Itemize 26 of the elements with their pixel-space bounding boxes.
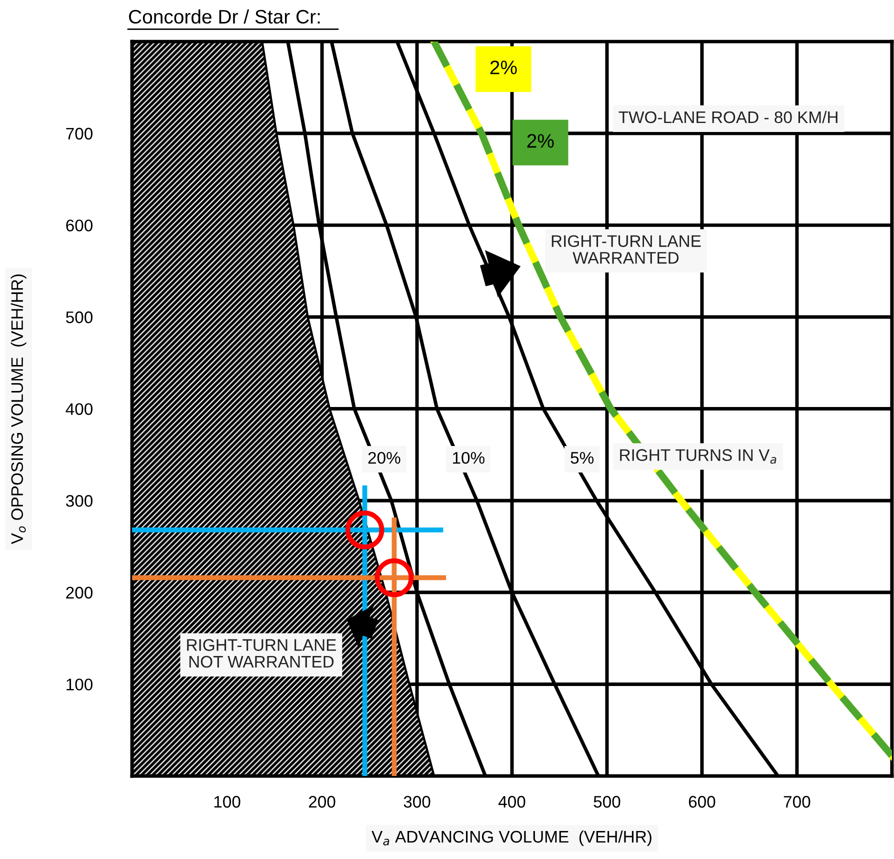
chart-title: Concorde Dr / Star Cr:: [129, 9, 320, 24]
y-tick-label: 500: [66, 311, 93, 324]
y-tick-label: 400: [66, 403, 93, 415]
y-tick-label: 600: [66, 220, 93, 232]
y-axis-title: V$_{o}$ OPPOSING VOLUME (VEH/HR): [10, 274, 26, 544]
annotation: TWO-LANE ROAD - 80 KM/H: [618, 110, 838, 124]
annotation: RIGHT-TURN LANE WARRANTED: [552, 235, 701, 264]
x-tick-label: 600: [688, 796, 716, 808]
annotation: RIGHT-TURN LANE NOT WARRANTED: [187, 639, 336, 668]
x-tick-label: 300: [404, 796, 430, 808]
series-label: 5%: [570, 452, 594, 464]
x-tick-label: 700: [784, 796, 810, 808]
x-tick-label: 200: [308, 796, 336, 808]
y-tick-label: 700: [66, 128, 93, 140]
series-label: 2%: [527, 134, 554, 148]
y-tick-label: 200: [66, 586, 93, 599]
y-tick-label: 300: [66, 495, 93, 507]
series-label: 10%: [452, 452, 484, 464]
x-tick-label: 100: [214, 796, 240, 808]
x-tick-label: 500: [594, 796, 620, 808]
series-label: 20%: [368, 452, 400, 464]
y-tick-label: 100: [66, 678, 93, 690]
x-axis-title: V$_{a}$ ADVANCING VOLUME (VEH/HR): [372, 830, 652, 846]
series-label: 2%: [490, 60, 517, 74]
x-tick-label: 400: [498, 796, 526, 808]
annotation: RIGHT TURNS IN V$_{a}$: [620, 449, 776, 464]
